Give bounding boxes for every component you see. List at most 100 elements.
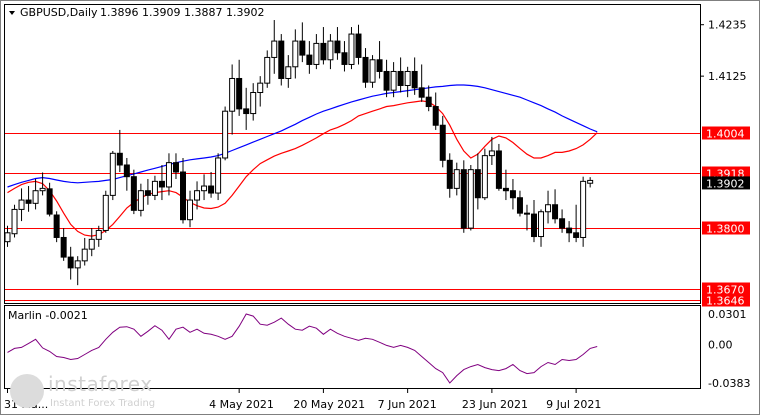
candle-body (18, 199, 25, 210)
candle-body (109, 152, 116, 196)
candle-body (151, 180, 158, 196)
candle-body (439, 124, 446, 161)
indicator-pane (4, 305, 701, 389)
candle-body (559, 218, 566, 229)
marlin-line (7, 313, 598, 384)
level-label: 1.3670 (706, 284, 745, 297)
candle-body (257, 82, 264, 94)
level-label-bg (702, 221, 750, 235)
candle-body (362, 56, 369, 83)
candle-body (271, 40, 278, 58)
x-tick-label: 9 Jul 2021 (546, 398, 601, 411)
candle-body (60, 236, 67, 258)
candle-body (538, 211, 545, 238)
instaforex-logo-icon (10, 374, 44, 408)
candle-body (39, 187, 46, 192)
candle-body (236, 77, 243, 110)
x-tick-label: 23 Jun 2021 (462, 398, 528, 411)
candle-body (264, 56, 271, 84)
chart-menu-icon[interactable] (9, 11, 15, 15)
ma-blue-line (7, 84, 598, 188)
candle-body (88, 238, 95, 250)
candle-body (180, 171, 186, 221)
candle-body (467, 169, 474, 229)
candle-body (53, 214, 60, 238)
level-label: 1.3800 (706, 223, 745, 236)
candle-body (144, 190, 151, 196)
y-tick-label: 1.4125 (708, 70, 747, 83)
candle-body (285, 66, 292, 79)
candle-body (67, 256, 74, 269)
level-label-bg (702, 166, 750, 180)
candle-body (130, 176, 137, 211)
candle-body (383, 70, 390, 91)
candle-body (278, 40, 285, 79)
candle-body (158, 180, 165, 188)
candle-body (229, 77, 236, 112)
horizontal-levels (5, 133, 700, 301)
candle-body (123, 164, 130, 178)
x-tick-label: 20 May 2021 (293, 398, 365, 411)
indicator-label: Marlin -0.0021 (8, 309, 88, 322)
candle-body (215, 157, 222, 194)
candle-body (194, 190, 201, 201)
candles (4, 20, 594, 286)
candle-body (552, 204, 559, 220)
level-label-bg (702, 126, 750, 140)
candle-body (460, 169, 467, 229)
candle-body (187, 199, 194, 221)
candle-body (404, 70, 411, 86)
candle-body (165, 162, 172, 188)
candle-body (81, 248, 88, 262)
candle-body (566, 227, 573, 234)
candle-body (432, 106, 439, 126)
candle-body (320, 42, 327, 61)
candle-body (411, 70, 418, 89)
candle-body (573, 232, 580, 238)
candle-body (446, 159, 453, 189)
candle-body (390, 70, 397, 91)
level-label-bg (702, 293, 750, 307)
candle-body (348, 33, 355, 65)
level-label-bg (702, 282, 750, 296)
candle-body (418, 87, 425, 98)
candle-body (495, 150, 502, 189)
candle-body (355, 33, 362, 58)
candle-body (397, 70, 404, 86)
candle-body (46, 188, 53, 215)
level-label: 1.3646 (706, 295, 745, 308)
ohlc-readout: 1.3896 1.3909 1.3887 1.3902 (100, 6, 264, 19)
candle-body (369, 59, 376, 83)
osc-tick-label: 0.0301 (708, 308, 747, 321)
candle-body (137, 190, 144, 211)
x-tick-label: 4 May 2021 (209, 398, 274, 411)
osc-tick-label: -0.0383 (708, 377, 750, 390)
candle-body (327, 40, 334, 61)
watermark-brand: instaforex (48, 372, 153, 396)
candle-body (313, 42, 320, 65)
y-tick-label: 1.4235 (708, 19, 747, 32)
candle-body (474, 169, 481, 199)
candle-body (222, 110, 229, 159)
price-axis: 1.40041.39181.38001.36701.36461.42351.41… (700, 19, 750, 390)
candle-body (453, 169, 460, 189)
candle-body (376, 59, 383, 72)
candle-body (509, 190, 516, 199)
candle-body (341, 52, 348, 65)
candle-body (250, 92, 257, 115)
watermark: instaforex Instant Forex Trading (6, 372, 186, 412)
watermark-tagline: Instant Forex Trading (50, 398, 156, 409)
candle-body (201, 185, 208, 192)
candle-body (292, 40, 299, 68)
candle-body (74, 260, 81, 269)
candle-body (334, 40, 341, 54)
candle-body (580, 180, 587, 238)
level-label: 1.4004 (706, 128, 745, 141)
candle-body (299, 40, 306, 56)
candle-body (523, 212, 530, 215)
candle-body (208, 185, 215, 194)
candle-body (488, 150, 495, 157)
candle-body (425, 96, 432, 108)
